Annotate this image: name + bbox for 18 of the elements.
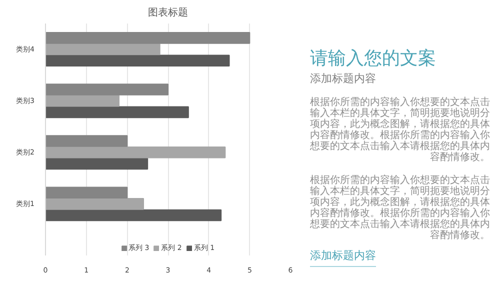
text: 添加标题内容 (310, 72, 376, 86)
bar (46, 209, 222, 222)
bar (46, 84, 168, 96)
bar (46, 146, 226, 158)
bar (46, 43, 160, 56)
bar (46, 135, 128, 147)
bar (46, 186, 128, 198)
bar (46, 198, 144, 210)
text: 添加标题内容 (310, 249, 376, 268)
chart-title: 图表标题 (148, 6, 188, 18)
bar (46, 106, 189, 118)
text: 根据你所需的内容输入你想要的文本点击输入本栏的具体文字，简明扼要地说明分项内容，此为概念图解，请根据您的具体内容酌情修改。根据你所需的内容输入你想要的文本点击输入本请根据您的具体内容酌情修改。 (310, 175, 490, 242)
bar (46, 32, 250, 44)
bar (46, 94, 120, 107)
text: 请输入您的文案 (310, 48, 436, 70)
bar (46, 54, 230, 67)
bar (46, 158, 148, 170)
text: 根据你所需的内容输入你想要的文本点击输入本栏的具体文字，简明扼要地说明分项内容，此为概念图解，请根据您的具体内容酌情修改。根据你所需的内容输入你想要的文本点击输入本请根据您的具体内容酌情修改。 (310, 97, 490, 164)
